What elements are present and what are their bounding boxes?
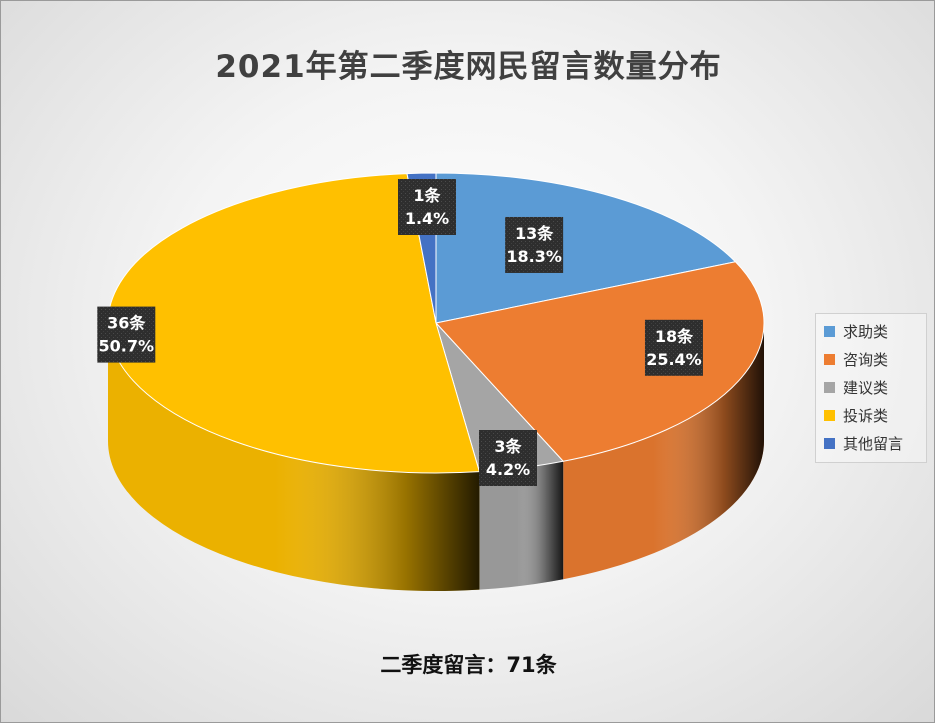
- data-label-percent-complaint: 50.7%: [99, 337, 155, 356]
- data-label-box-suggest: [479, 430, 537, 486]
- data-label-complaint: 36条 50.7%: [97, 306, 156, 363]
- data-label-percent-suggest: 4.2%: [486, 460, 530, 479]
- legend-swatch-other: [824, 437, 835, 449]
- legend-swatch-suggest: [824, 381, 835, 393]
- data-label-percent-consult: 25.4%: [646, 350, 702, 369]
- data-label-count-suggest: 3条: [494, 437, 522, 456]
- data-label-count-other: 1条: [413, 186, 441, 205]
- data-label-percent-other: 1.4%: [405, 209, 449, 228]
- legend-label-other: 其他留言: [843, 434, 904, 453]
- data-label-box-complaint: [97, 306, 156, 363]
- pie-slice-help: [435, 172, 737, 324]
- data-label-box-help: [505, 216, 564, 273]
- legend: 求助类咨询类建议类投诉类其他留言: [815, 313, 927, 463]
- data-label-count-complaint: 36条: [107, 314, 146, 333]
- legend-item-complaint: 投诉类: [824, 404, 888, 426]
- data-label-count-help: 13条: [515, 224, 554, 243]
- legend-label-consult: 咨询类: [843, 350, 889, 369]
- legend-label-help: 求助类: [843, 322, 889, 341]
- pie-side-shade-complaint: [108, 323, 480, 591]
- data-label-consult: 18条 25.4%: [644, 319, 703, 376]
- legend-item-consult: 咨询类: [824, 348, 888, 370]
- data-label-count-consult: 18条: [655, 327, 694, 346]
- chart-title: 2021年第二季度网民留言数量分布: [215, 49, 722, 85]
- legend-label-suggest: 建议类: [843, 378, 889, 397]
- data-label-other: 1条 1.4%: [398, 179, 456, 235]
- legend-label-complaint: 投诉类: [843, 406, 889, 425]
- total-count-note: 二季度留言：71条: [380, 653, 557, 677]
- legend-swatch-complaint: [824, 409, 835, 421]
- data-label-box-other: [398, 179, 456, 235]
- data-label-help: 13条 18.3%: [505, 216, 564, 273]
- legend-swatch-help: [824, 325, 835, 337]
- legend-swatch-consult: [824, 353, 835, 365]
- legend-item-suggest: 建议类: [824, 376, 888, 398]
- legend-item-help: 求助类: [824, 320, 888, 342]
- legend-item-other: 其他留言: [824, 432, 903, 454]
- data-label-suggest: 3条 4.2%: [479, 430, 537, 486]
- data-label-percent-help: 18.3%: [506, 247, 562, 266]
- data-label-box-consult: [644, 319, 703, 376]
- pie-side-shade-consult: [563, 323, 764, 580]
- pie-side-shade-suggest: [479, 461, 564, 590]
